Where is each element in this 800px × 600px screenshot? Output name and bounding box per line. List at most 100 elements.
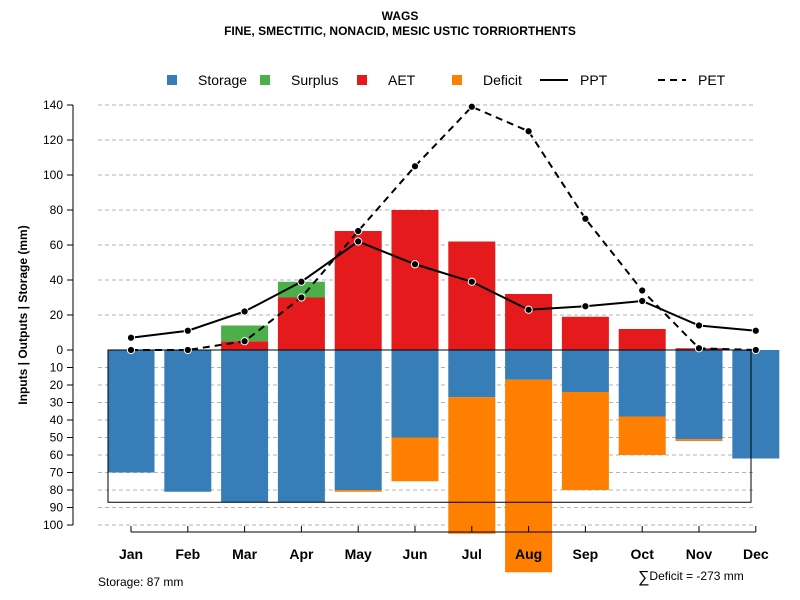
storage-capacity-box [107,349,752,503]
storage-bar [107,350,155,473]
y-tick-label: 80 [50,203,64,217]
deficit-total-text: Deficit = -273 mm [649,569,744,583]
deficit-bar [675,439,723,441]
legend-label: PET [698,72,726,88]
y-tick-label: 60 [50,238,64,252]
x-tick-label: Jun [403,546,428,562]
legend-swatch [452,75,462,85]
y-tick-label: 140 [43,98,63,112]
x-tick-label: Nov [686,546,713,562]
aet-bar [391,210,439,350]
x-tick-label: Dec [743,546,769,562]
y-tick-label: 60 [50,448,64,462]
legend-swatch [357,75,367,85]
y-tick-label: 100 [43,168,63,182]
x-tick-label: Jul [462,546,482,562]
chart-subtitle: FINE, SMECTITIC, NONACID, MESIC USTIC TO… [224,24,576,38]
storage-bar [561,350,609,392]
ppt-point [694,321,704,330]
storage-bar [675,350,723,440]
storage-bar [277,350,325,503]
legend-label: PPT [580,72,608,88]
x-tick-label: Sep [573,546,599,562]
sigma-symbol: ∑ [638,569,650,586]
legend-label: Deficit [483,72,522,88]
pet-point [467,102,476,111]
ppt-point [183,326,192,335]
y-tick-label: 50 [50,431,64,445]
storage-bar [448,350,496,398]
pet-point [354,226,363,236]
surplus-bar [221,325,269,342]
ppt-point [638,296,647,306]
y-tick-label: 20 [50,378,64,392]
y-tick-label: 10 [50,361,64,375]
surplus-bar [277,281,325,298]
deficit-bar [391,437,439,482]
ppt-point [524,305,533,314]
y-tick-label: 30 [50,396,64,410]
ppt-point [410,260,420,269]
y-tick-label: 70 [50,466,64,480]
aet-bar [505,294,553,350]
ppt-point [240,307,249,316]
y-tick-label: 0 [56,343,63,357]
deficit-total: ∑Deficit = -273 mm [638,569,744,587]
aet-bar [277,297,325,350]
aet-bar [561,316,609,350]
chart-title: WAGS [381,9,419,23]
deficit-bar [561,392,609,490]
pet-point [240,337,249,346]
deficit-bar [448,397,496,534]
legend-label: AET [388,72,416,88]
storage-bar [334,350,382,490]
storage-bar [732,350,780,459]
x-tick-label: Oct [631,546,655,562]
ppt-point [297,277,306,286]
aet-bar [221,341,269,350]
aet-bar [618,329,666,350]
y-tick-label: 100 [43,518,63,532]
pet-point [694,344,704,353]
pet-point [581,214,590,223]
pet-point [126,345,136,355]
x-tick-label: Jan [119,546,143,562]
pet-point [751,345,760,355]
aet-bar [448,241,496,350]
y-tick-label: 20 [50,308,64,322]
x-tick-label: Aug [515,546,542,562]
storage-bar [618,350,666,417]
deficit-bar [505,379,553,573]
y-tick-label: 120 [43,133,63,147]
y-axis-label: Inputs | Outputs | Storage (mm) [16,225,30,404]
deficit-bar [618,416,666,455]
deficit-bar [334,490,382,492]
ppt-line [130,240,756,339]
pet-point [410,162,420,171]
aet-bar [334,231,382,350]
legend-swatch [167,75,177,85]
ppt-point [126,333,136,342]
pet-point [297,293,306,302]
pet-point [638,286,647,295]
y-tick-label: 80 [50,483,64,497]
x-tick-label: May [345,546,372,562]
pet-line [131,105,756,351]
storage-bar [221,350,269,503]
y-tick-label: 40 [50,413,64,427]
y-tick-label: 40 [50,273,64,287]
storage-bar [505,350,553,380]
pet-point [183,345,192,355]
legend-label: Surplus [291,72,338,88]
storage-bar [391,350,439,438]
storage-total: Storage: 87 mm [98,575,184,589]
x-tick-label: Mar [232,546,257,562]
x-tick-label: Feb [175,546,200,562]
ppt-point [751,326,760,335]
y-tick-label: 90 [50,501,64,515]
ppt-point [581,302,590,311]
storage-bar [164,350,212,492]
legend-swatch [260,75,270,85]
ppt-point [354,237,363,246]
